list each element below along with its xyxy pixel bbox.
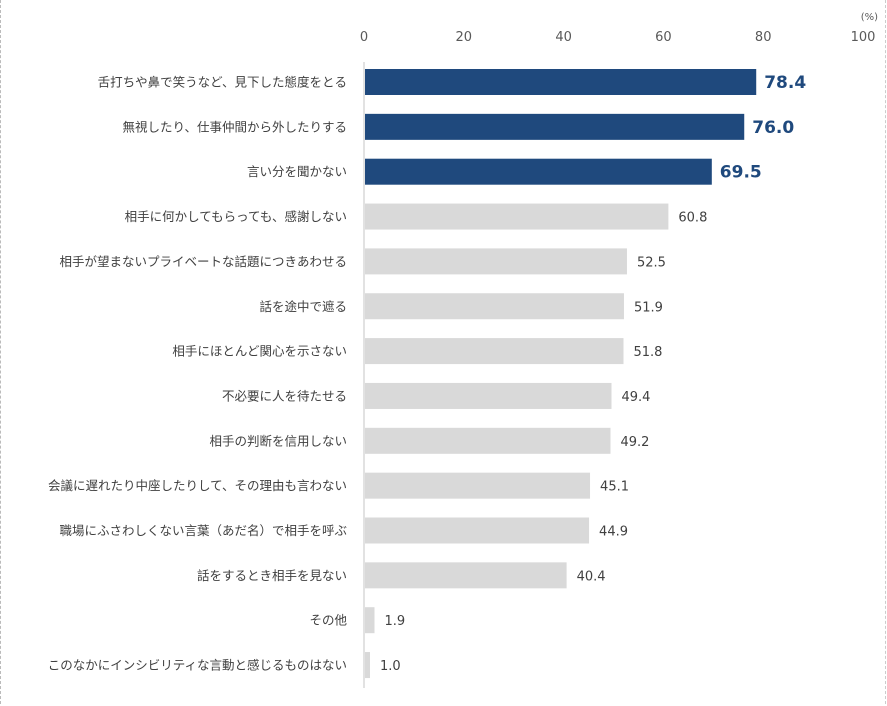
bar [365, 69, 757, 95]
bar [365, 472, 591, 499]
category-label: このなかにインシビリティな言動と感じるものはない [48, 658, 347, 673]
bar [365, 652, 370, 679]
bar [365, 248, 627, 275]
category-label: 相手にほとんど関心を示さない [172, 344, 347, 359]
value-label: 51.8 [633, 345, 662, 360]
category-label: 職場にふさわしくない言葉（あだ名）で相手を呼ぶ [59, 523, 347, 538]
value-label: 45.1 [600, 480, 629, 495]
bar [365, 113, 745, 140]
value-label: 1.0 [380, 659, 401, 674]
category-label: 不必要に人を待たせる [222, 388, 347, 403]
value-label: 40.4 [577, 569, 606, 584]
x-tick-label: 20 [456, 30, 473, 45]
bar [365, 427, 611, 454]
value-label: 51.9 [634, 300, 663, 315]
value-label: 52.5 [637, 255, 666, 270]
category-label: 無視したり、仕事仲間から外したりする [122, 119, 347, 134]
category-label: 言い分を聞かない [247, 164, 347, 179]
value-label: 1.9 [384, 614, 405, 629]
category-label: 話を途中で遮る [259, 299, 347, 314]
category-label: 相手の判断を信用しない [209, 433, 347, 448]
bar [365, 158, 712, 185]
x-tick-label: 80 [755, 30, 772, 45]
category-label: 相手に何かしてもらっても、感謝しない [125, 209, 347, 224]
value-label: 78.4 [764, 73, 806, 93]
value-label: 44.9 [599, 525, 628, 540]
x-tick-label: 60 [655, 30, 672, 45]
x-tick-label: 40 [555, 30, 572, 45]
value-label: 69.5 [720, 163, 762, 183]
category-label: 相手が望まないプライベートな話題につきあわせる [59, 254, 347, 269]
category-label: 話をするとき相手を見ない [197, 568, 347, 583]
category-label: 舌打ちや鼻で笑うなど、見下した態度をとる [98, 75, 347, 90]
bar [365, 562, 567, 589]
x-tick-label: 0 [360, 30, 368, 45]
x-tick-label: 100 [851, 30, 876, 45]
category-label: その他 [309, 613, 347, 628]
bar [365, 293, 624, 320]
bar [365, 382, 612, 409]
value-label: 49.4 [622, 390, 651, 405]
value-label: 60.8 [678, 211, 707, 226]
category-label: 会議に遅れたり中座したりして、その理由も言わない [48, 478, 347, 493]
bar [365, 338, 624, 365]
bar [365, 517, 590, 544]
value-label: 76.0 [752, 118, 794, 138]
bar [365, 607, 375, 634]
value-label: 49.2 [621, 435, 650, 450]
bar [365, 203, 669, 230]
unit-label: (%) [861, 12, 878, 23]
